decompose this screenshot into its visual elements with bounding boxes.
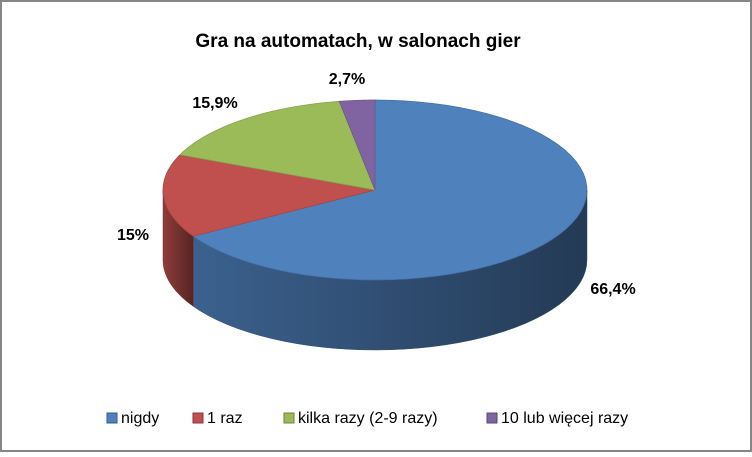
slice-top xyxy=(179,100,376,191)
pie-slice xyxy=(338,99,376,191)
pie-slice xyxy=(179,100,376,191)
slice-top xyxy=(338,99,376,191)
legend-label: kilka razy (2-9 razy) xyxy=(298,410,438,427)
legend-label: nigdy xyxy=(121,410,159,427)
data-label: 15,9% xyxy=(192,95,237,112)
pie-slice xyxy=(162,154,376,307)
legend-swatch xyxy=(283,412,295,424)
chart-title: Gra na automatach, w salonach gier xyxy=(195,31,521,52)
legend-label: 1 raz xyxy=(207,410,243,427)
slice-top xyxy=(192,99,588,281)
data-label: 15% xyxy=(117,227,149,244)
legend-swatch xyxy=(192,412,204,424)
data-label: 2,7% xyxy=(329,71,365,88)
legend-swatch xyxy=(106,412,118,424)
legend-swatch xyxy=(486,412,498,424)
data-label: 66,4% xyxy=(590,281,635,298)
legend-label: 10 lub więcej razy xyxy=(501,410,628,427)
slice-top xyxy=(162,154,376,237)
